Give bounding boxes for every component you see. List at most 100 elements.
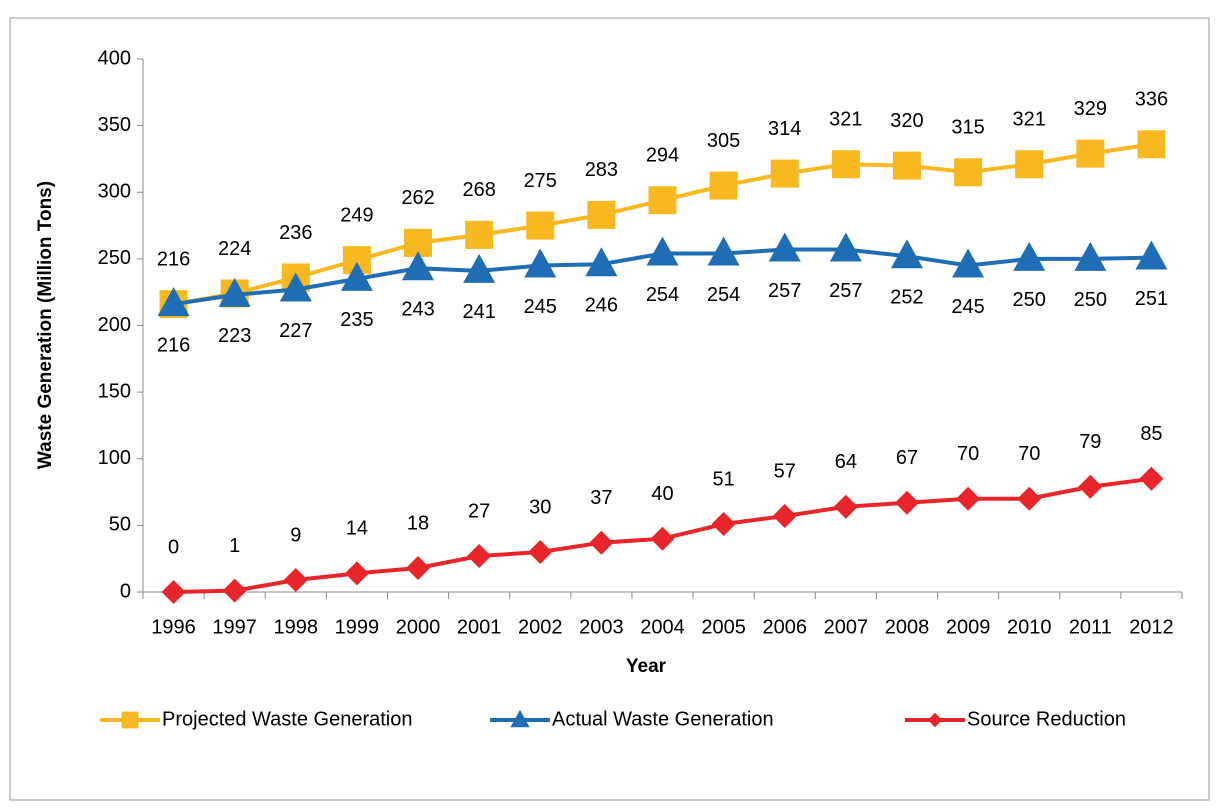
x-tick-label: 2011: [1069, 616, 1112, 638]
data-label: 216: [157, 248, 190, 270]
data-label: 250: [1013, 289, 1046, 311]
data-point: [1074, 241, 1107, 271]
data-point: [463, 253, 496, 283]
x-tick-label: 2010: [1007, 616, 1052, 638]
legend-label: Source Reduction: [967, 708, 1126, 730]
data-label: 85: [1140, 423, 1162, 445]
data-point: [402, 251, 435, 281]
x-tick-label: 2008: [885, 616, 930, 638]
legend-marker: [121, 711, 139, 729]
data-label: 1: [229, 535, 240, 557]
data-label: 245: [951, 296, 984, 318]
data-label: 27: [468, 500, 490, 522]
data-label: 18: [407, 512, 429, 534]
legend-label: Actual Waste Generation: [552, 708, 774, 730]
data-label: 67: [896, 447, 918, 469]
data-label: 254: [646, 284, 679, 306]
y-tick-label: 350: [98, 114, 131, 136]
data-point: [1139, 466, 1164, 491]
data-point: [1135, 240, 1168, 270]
data-point: [831, 150, 860, 179]
data-label: 216: [157, 334, 190, 356]
data-label: 64: [835, 451, 857, 473]
data-label: 294: [646, 145, 679, 167]
data-point: [1076, 139, 1105, 168]
data-label: 236: [279, 222, 312, 244]
data-point: [526, 211, 555, 240]
data-point: [1013, 241, 1046, 271]
data-point: [528, 540, 553, 565]
data-point: [770, 159, 799, 188]
data-label: 70: [1018, 443, 1040, 465]
data-point: [1078, 474, 1103, 499]
x-tick-label: 2004: [640, 616, 685, 638]
data-label: 250: [1074, 289, 1107, 311]
legend-label: Projected Waste Generation: [162, 708, 413, 730]
data-point: [772, 504, 797, 529]
data-label: 257: [768, 280, 801, 302]
x-tick-label: 2003: [579, 616, 624, 638]
data-point: [833, 494, 858, 519]
data-label: 245: [524, 296, 557, 318]
data-label: 0: [168, 536, 179, 558]
x-tick-label: 2006: [762, 616, 807, 638]
data-label: 241: [462, 301, 495, 323]
data-point: [465, 220, 494, 249]
data-point: [1017, 486, 1042, 511]
data-point: [283, 568, 308, 593]
data-label: 37: [590, 487, 612, 509]
data-label: 224: [218, 238, 251, 260]
data-point: [890, 239, 923, 269]
data-label: 70: [957, 443, 979, 465]
data-label: 314: [768, 118, 801, 140]
x-tick-label: 1998: [274, 616, 319, 638]
legend-marker: [927, 712, 943, 728]
data-label: 235: [340, 309, 373, 331]
data-point: [646, 236, 679, 266]
x-tick-label: 2005: [701, 616, 746, 638]
data-point: [648, 186, 677, 215]
y-tick-label: 400: [98, 47, 131, 69]
y-tick-label: 200: [98, 314, 131, 336]
x-tick-label: 1997: [212, 616, 257, 638]
data-point: [954, 158, 983, 187]
data-label: 283: [585, 159, 618, 181]
data-label: 14: [346, 518, 368, 540]
data-label: 243: [401, 298, 434, 320]
data-label: 79: [1079, 431, 1101, 453]
data-label: 252: [890, 286, 923, 308]
data-point: [279, 272, 312, 302]
x-tick-label: 2012: [1129, 616, 1174, 638]
data-label: 315: [951, 117, 984, 139]
y-tick-label: 0: [120, 580, 131, 602]
x-tick-label: 2001: [457, 616, 502, 638]
data-label: 305: [707, 130, 740, 152]
data-point: [340, 261, 373, 291]
data-point: [161, 580, 186, 604]
data-point: [650, 526, 675, 551]
data-point: [707, 236, 740, 266]
data-point: [709, 171, 738, 200]
data-label: 275: [524, 170, 557, 192]
x-tick-label: 1999: [335, 616, 380, 638]
data-label: 40: [651, 483, 673, 505]
data-label: 336: [1135, 89, 1168, 111]
data-label: 254: [707, 284, 740, 306]
data-point: [524, 248, 557, 278]
x-tick-label: 2000: [396, 616, 441, 638]
data-point: [711, 512, 736, 537]
data-label: 246: [585, 294, 618, 316]
data-point: [467, 544, 492, 569]
data-label: 257: [829, 280, 862, 302]
chart-frame: [9, 17, 1210, 801]
data-label: 268: [462, 179, 495, 201]
data-point: [952, 248, 985, 278]
data-point: [589, 530, 614, 555]
x-tick-label: 2002: [518, 616, 563, 638]
data-point: [585, 247, 618, 277]
y-axis-title: Waste Generation (Million Tons): [35, 181, 56, 469]
data-label: 223: [218, 325, 251, 347]
x-axis-title: Year: [626, 656, 667, 677]
